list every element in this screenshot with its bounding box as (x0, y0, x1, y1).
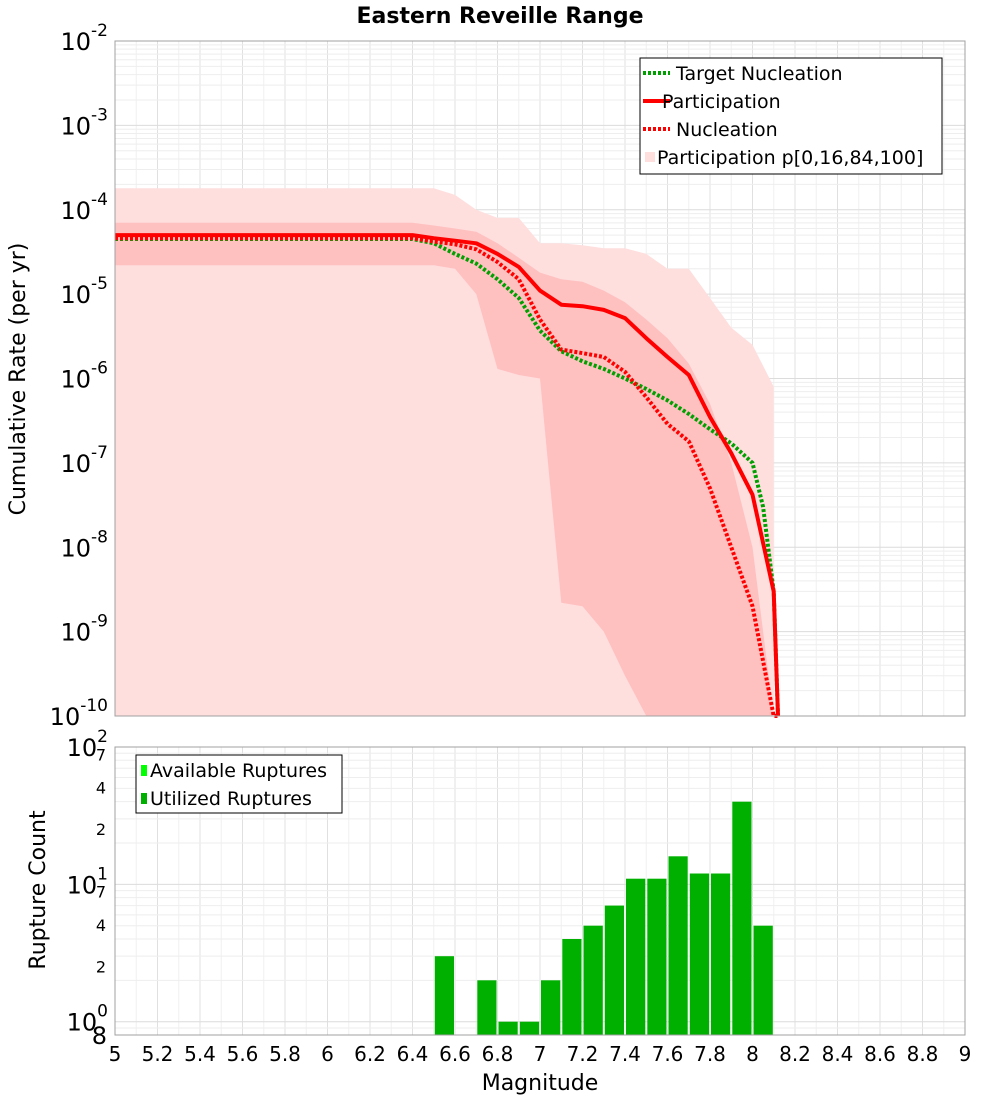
series-line-participation (115, 233, 780, 717)
bar-utilized-ruptures (562, 939, 582, 1035)
legend-label: Available Ruptures (150, 760, 327, 782)
bottom-y-axis-label: Rupture Count (26, 810, 51, 970)
y-tick-label: 7 (96, 883, 106, 902)
x-tick-labels: 5 5.2 5.4 5.6 5.8 6 6.2 6.4 6.6 6.8 7 7.2 7.4 7.6 7.8 8… (109, 1042, 972, 1066)
x-tick-label: 5.4 (184, 1042, 216, 1066)
legend-label: Utilized Ruptures (150, 788, 312, 810)
x-tick-label: 8 (746, 1042, 759, 1066)
legend: Available Ruptures Utilized Ruptures (135, 754, 343, 814)
x-tick-label: 6 (321, 1042, 334, 1066)
x-tick-label: 6.2 (354, 1042, 386, 1066)
x-tick-label: 7 (534, 1042, 547, 1066)
bar-utilized-ruptures (583, 925, 603, 1035)
x-tick-label: 7.8 (694, 1042, 726, 1066)
y-tick-label: 10-2 (61, 21, 109, 56)
y-tick-label: 10-9 (61, 612, 109, 647)
bar-utilized-ruptures (477, 980, 497, 1035)
x-tick-label: 5.2 (142, 1042, 174, 1066)
x-tick-label: 8.8 (907, 1042, 939, 1066)
legend-swatch (141, 793, 147, 804)
x-tick-label: 7.2 (567, 1042, 599, 1066)
bar-utilized-ruptures (647, 878, 667, 1035)
y-tick-label: 10-6 (61, 359, 109, 394)
y-tick-label: 4 (96, 779, 106, 798)
x-tick-label: 5 (109, 1042, 122, 1066)
bar-utilized-ruptures (668, 856, 688, 1035)
y-tick-label: 101 (67, 864, 108, 899)
y-tick-label: 10-5 (61, 274, 109, 309)
y-tick-label: 10-10 (50, 696, 108, 731)
band-p16-p84 (115, 222, 774, 717)
bar-utilized-ruptures (689, 873, 710, 1035)
y-tick-label: 2 (96, 957, 106, 976)
y-tick-label: 10-3 (61, 105, 109, 140)
x-tick-label: 7.4 (609, 1042, 641, 1066)
plot-border (114, 40, 966, 717)
legend-box (135, 754, 343, 814)
y-tick-label: 10-4 (61, 190, 109, 225)
legend-swatch-band (645, 152, 655, 162)
bar-utilized-ruptures (753, 925, 773, 1035)
x-axis-label: Magnitude (482, 1071, 599, 1096)
legend-label: Participation p[0,16,84,100] (657, 147, 923, 169)
bar-utilized-ruptures (498, 1021, 518, 1035)
bar-utilized-ruptures (732, 801, 752, 1035)
y-tick-label: 8 (92, 1022, 107, 1050)
chart-title: Eastern Reveille Range (356, 4, 643, 29)
x-tick-label: 8.2 (779, 1042, 811, 1066)
y-tick-label: 2 (96, 820, 106, 839)
legend-label: Nucleation (676, 119, 778, 141)
y-tick-label: 102 (67, 727, 108, 762)
x-tick-label: 7.6 (652, 1042, 684, 1066)
legend-box (639, 57, 943, 175)
y-tick-label: 100 (67, 1002, 108, 1037)
bar-utilized-ruptures (711, 873, 731, 1035)
series-line-target-nucleation (115, 237, 780, 717)
legend-swatch (141, 765, 147, 776)
x-tick-label: 5.8 (269, 1042, 301, 1066)
plot-border (114, 746, 966, 1036)
y-tick-label: 7 (96, 745, 106, 764)
x-tick-label: 8.4 (822, 1042, 854, 1066)
x-tick-label: 6.6 (439, 1042, 471, 1066)
y-tick-label: 4 (96, 916, 106, 935)
y-tick-label: 10-8 (61, 527, 109, 562)
legend: Target Nucleation Participation Nucleation… (639, 57, 943, 175)
x-tick-label: 8.6 (864, 1042, 896, 1066)
legend-label: Participation (662, 91, 781, 113)
x-tick-label: 5.6 (227, 1042, 259, 1066)
bar-utilized-ruptures (519, 1021, 540, 1035)
x-tick-label: 6.4 (397, 1042, 429, 1066)
rate-chart-panel: 10-2 10-3 10-4 10-5 10-6 10-7 10-8 10-9 10-10 Tar… (50, 21, 966, 731)
bar-utilized-ruptures (541, 980, 561, 1035)
y-tick-labels: 10-2 10-3 10-4 10-5 10-6 10-7 10-8 10-9 10-10 (50, 21, 108, 731)
bar-utilized-ruptures (604, 905, 624, 1035)
bar-utilized-ruptures (626, 878, 646, 1035)
x-tick-label: 9 (959, 1042, 972, 1066)
legend-label: Target Nucleation (675, 63, 843, 85)
top-y-axis-label: Cumulative Rate (per yr) (6, 243, 31, 516)
x-tick-label: 6.8 (482, 1042, 514, 1066)
y-tick-label: 10-7 (61, 443, 109, 478)
bar-utilized-ruptures (434, 956, 454, 1035)
